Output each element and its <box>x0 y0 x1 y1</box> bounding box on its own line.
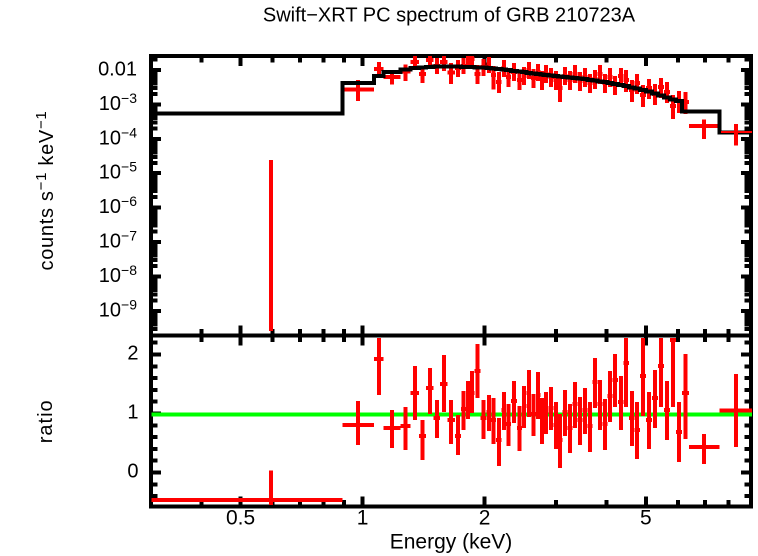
svg-text:Energy (keV): Energy (keV) <box>390 531 513 554</box>
svg-text:10−7: 10−7 <box>99 228 137 253</box>
svg-text:2: 2 <box>127 343 138 365</box>
svg-text:1: 1 <box>357 507 369 530</box>
svg-text:10−9: 10−9 <box>99 296 137 321</box>
svg-text:1: 1 <box>127 402 138 424</box>
svg-text:10−5: 10−5 <box>99 159 137 184</box>
svg-text:0.5: 0.5 <box>226 507 255 530</box>
svg-text:ratio: ratio <box>35 399 57 443</box>
svg-text:counts s−1 keV−1: counts s−1 keV−1 <box>33 111 58 271</box>
svg-text:0.01: 0.01 <box>98 59 137 81</box>
svg-text:Swift−XRT PC spectrum of GRB 2: Swift−XRT PC spectrum of GRB 210723A <box>263 5 636 27</box>
svg-text:10−6: 10−6 <box>99 193 137 218</box>
svg-text:2: 2 <box>479 507 491 530</box>
svg-text:5: 5 <box>640 507 652 530</box>
svg-text:10−4: 10−4 <box>99 124 137 149</box>
svg-text:10−8: 10−8 <box>99 262 137 287</box>
svg-text:0: 0 <box>127 461 138 483</box>
svg-text:10−3: 10−3 <box>99 90 137 115</box>
